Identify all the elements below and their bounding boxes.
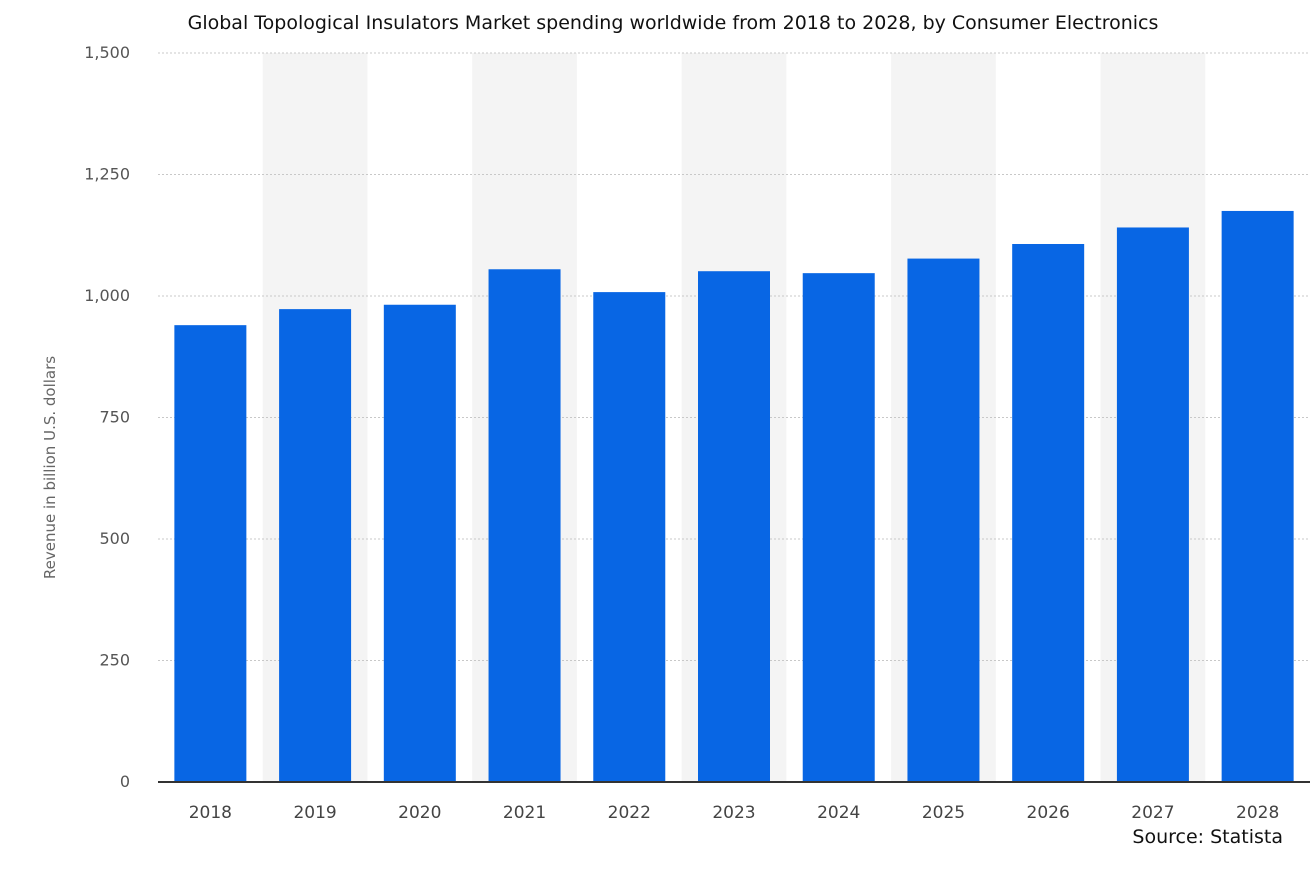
x-axis-ticks: 2018 2019 2020 2021 2022 2023 2024 2025 2026 2027… xyxy=(189,803,1280,823)
x-tick-label: 2019 xyxy=(293,803,336,823)
y-axis-ticks: 0 250 500 750 1,000 1,250 1,500 xyxy=(84,43,130,791)
y-tick-label: 0 xyxy=(120,772,130,791)
y-tick-label: 1,250 xyxy=(84,165,130,184)
y-tick-label: 500 xyxy=(99,529,130,548)
bar-2026 xyxy=(1012,243,1085,783)
y-axis-title: Revenue in billion U.S. dollars xyxy=(41,356,59,579)
x-tick-label: 2021 xyxy=(503,803,546,823)
x-tick-label: 2026 xyxy=(1027,803,1070,823)
bar-2027 xyxy=(1116,227,1189,782)
x-tick-label: 2022 xyxy=(608,803,651,823)
bar-2025 xyxy=(907,258,980,782)
y-tick-label: 1,500 xyxy=(84,43,130,62)
x-tick-label: 2027 xyxy=(1131,803,1174,823)
bar-2019 xyxy=(279,309,352,782)
chart-title: Global Topological Insulators Market spe… xyxy=(187,12,1159,34)
x-tick-label: 2025 xyxy=(922,803,965,823)
x-tick-label: 2028 xyxy=(1236,803,1279,823)
bar-2018 xyxy=(174,325,247,782)
bar-2021 xyxy=(488,269,561,782)
x-tick-label: 2020 xyxy=(398,803,441,823)
bar-2024 xyxy=(802,273,875,782)
y-tick-label: 1,000 xyxy=(84,286,130,305)
bars xyxy=(174,210,1294,783)
bar-2022 xyxy=(593,292,666,782)
bar-2023 xyxy=(698,271,770,782)
bar-2028 xyxy=(1221,210,1294,782)
x-tick-label: 2023 xyxy=(712,803,755,823)
y-tick-label: 750 xyxy=(99,408,130,427)
y-tick-label: 250 xyxy=(99,651,130,670)
x-tick-label: 2024 xyxy=(817,803,860,823)
x-tick-label: 2018 xyxy=(189,803,232,823)
source-note: Source: Statista xyxy=(1132,826,1283,848)
bar-2020 xyxy=(383,304,456,782)
